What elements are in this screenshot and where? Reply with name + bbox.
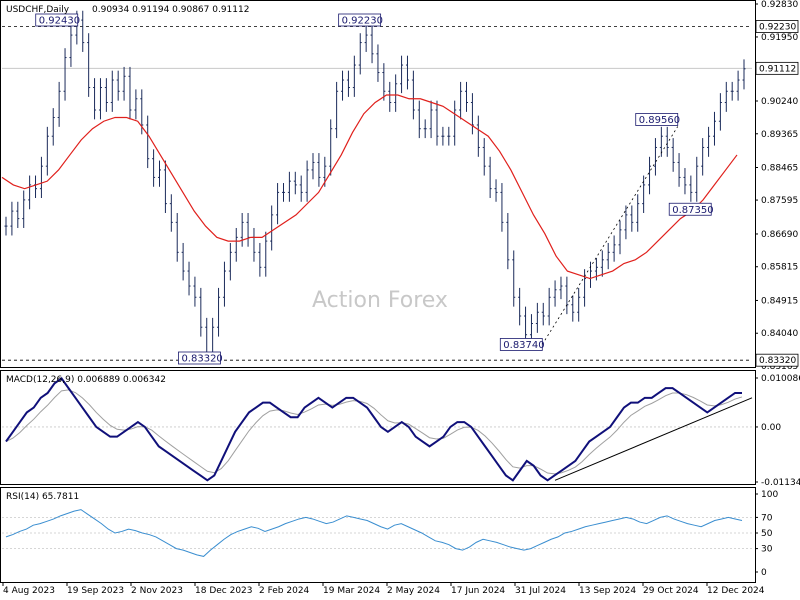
price-header-title: USDCHF,Daily — [6, 5, 70, 15]
rsi-panel — [0, 487, 756, 583]
x-tick-label: 4 Aug 2023 — [3, 586, 55, 596]
rsi-series — [2, 509, 752, 557]
x-tick-label: 17 Jun 2024 — [451, 586, 505, 596]
rsi-tick-label: 100 — [761, 490, 778, 500]
macd-line — [5, 377, 742, 482]
price-series: 0.92430 0.92230 0.83320 0.83740 0.89560 0.873… — [1, 10, 752, 365]
rsi-tick-label: 50 — [761, 529, 773, 539]
macd-tick-label: -0.011342 — [761, 478, 800, 488]
annotation-label: 0.83740 — [503, 340, 544, 351]
price-tick-label: 0.86690 — [761, 230, 798, 240]
x-tick-label: 2 Feb 2024 — [259, 586, 310, 596]
macd-tick-label: 0.00 — [761, 423, 781, 433]
x-tick-label: 12 Dec 2024 — [707, 586, 765, 596]
x-tick-label: 13 Sep 2024 — [579, 586, 636, 596]
macd-series — [2, 377, 753, 482]
rsi-tick-label: 30 — [761, 545, 773, 555]
macd-panel — [0, 370, 756, 485]
x-tick-label: 29 Oct 2024 — [643, 586, 699, 596]
macd-tick-label: 0.010086 — [761, 374, 800, 384]
annotation-label: 0.83320 — [181, 354, 222, 365]
x-tick-label: 2 May 2024 — [387, 586, 440, 596]
moving-average-line — [1, 94, 738, 280]
watermark: Action Forex — [312, 288, 448, 313]
rsi-header: RSI(14) 65.7811 — [6, 492, 79, 502]
rsi-line — [5, 509, 743, 557]
x-tick-label: 2 Nov 2023 — [131, 586, 183, 596]
price-tag-box — [755, 61, 799, 75]
annotation-box — [635, 113, 679, 126]
annotation-box — [338, 13, 382, 27]
rsi-tick-label: 0 — [761, 568, 767, 578]
price-tick-label: 0.91950 — [761, 33, 798, 43]
annotation-box — [499, 338, 543, 351]
price-tick-label: 0.88465 — [761, 163, 798, 173]
annotation-box — [178, 351, 221, 365]
annotation-label: 0.92230 — [342, 16, 383, 27]
price-tick-label: 0.83165 — [761, 362, 798, 372]
x-tick-label: 19 Sep 2023 — [67, 586, 124, 596]
annotation-label: 0.87350 — [672, 205, 713, 216]
price-tag-label: 0.83320 — [759, 356, 796, 366]
price-tick-label: 0.92830 — [761, 0, 798, 10]
x-tick-label: 18 Dec 2023 — [195, 586, 253, 596]
price-header-ohlc: 0.90934 0.91194 0.90867 0.91112 — [92, 5, 249, 15]
price-tick-label: 0.89365 — [761, 130, 798, 140]
price-tick-label: 0.85815 — [761, 263, 798, 273]
annotation-box — [35, 13, 79, 27]
price-tag-label: 0.91112 — [759, 64, 796, 74]
annotation-box — [668, 202, 712, 216]
annotation-label: 0.89560 — [639, 115, 680, 126]
price-tick-label: 0.84915 — [761, 296, 798, 306]
x-tick-label: 19 Mar 2024 — [323, 586, 380, 596]
price-tag-box — [755, 20, 799, 33]
price-tick-label: 0.90240 — [761, 97, 798, 107]
macd-trendline — [554, 397, 753, 481]
price-tag-label: 0.92230 — [759, 22, 796, 32]
rsi-tick-label: 70 — [761, 513, 773, 523]
x-tick-label: 31 Jul 2024 — [515, 586, 566, 596]
price-tick-label: 0.87595 — [761, 196, 798, 206]
price-tag-box — [755, 353, 799, 367]
annotation-label: 0.92430 — [39, 16, 80, 27]
price-tick-label: 0.84040 — [761, 329, 798, 339]
macd-header: MACD(12,26,9) 0.006889 0.006342 — [6, 375, 166, 385]
